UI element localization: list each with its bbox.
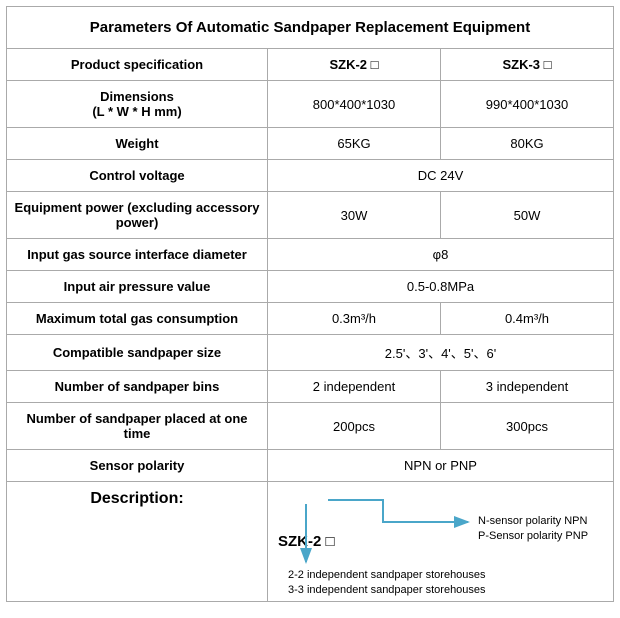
val-gas-consum-a: 0.3m³/h: [268, 303, 441, 335]
val-dimensions-b: 990*400*1030: [440, 81, 613, 128]
desc-label: Description:: [7, 482, 268, 602]
desc-sensor-block: N-sensor polarity NPN P-Sensor polarity …: [478, 514, 588, 544]
row-weight: Weight 65KG 80KG: [7, 128, 614, 160]
label-pcs: Number of sandpaper placed at one time: [7, 403, 268, 450]
val-bins-a: 2 independent: [268, 371, 441, 403]
row-dimensions: Dimensions (L * W * H mm) 800*400*1030 9…: [7, 81, 614, 128]
label-gas-diam: Input gas source interface diameter: [7, 239, 268, 271]
val-pcs-b: 300pcs: [440, 403, 613, 450]
desc-store-2: 2-2 independent sandpaper storehouses: [288, 568, 486, 583]
row-gas-consum: Maximum total gas consumption 0.3m³/h 0.…: [7, 303, 614, 335]
row-sand-size: Compatible sandpaper size 2.5'、3'、4'、5'、…: [7, 335, 614, 371]
row-bins: Number of sandpaper bins 2 independent 3…: [7, 371, 614, 403]
val-weight-a: 65KG: [268, 128, 441, 160]
header-spec: Product specification: [7, 49, 268, 81]
val-gas-consum-b: 0.4m³/h: [440, 303, 613, 335]
desc-model: SZK-2 □: [278, 533, 335, 550]
row-sensor: Sensor polarity NPN or PNP: [7, 450, 614, 482]
title-row: Parameters Of Automatic Sandpaper Replac…: [7, 7, 614, 49]
row-air-press: Input air pressure value 0.5-0.8MPa: [7, 271, 614, 303]
val-air-press: 0.5-0.8MPa: [268, 271, 614, 303]
val-power-b: 50W: [440, 192, 613, 239]
header-model-b: SZK-3 □: [440, 49, 613, 81]
row-gas-diam: Input gas source interface diameter φ8: [7, 239, 614, 271]
label-air-press: Input air pressure value: [7, 271, 268, 303]
desc-store-3: 3-3 independent sandpaper storehouses: [288, 583, 486, 598]
desc-sensor-p: P-Sensor polarity PNP: [478, 529, 588, 544]
row-power: Equipment power (excluding accessory pow…: [7, 192, 614, 239]
header-model-a: SZK-2 □: [268, 49, 441, 81]
desc-sensor-n: N-sensor polarity NPN: [478, 514, 588, 529]
val-weight-b: 80KG: [440, 128, 613, 160]
row-description: Description: SZK-2 □ N-sensor polarity N…: [7, 482, 614, 602]
val-power-a: 30W: [268, 192, 441, 239]
val-pcs-a: 200pcs: [268, 403, 441, 450]
label-power: Equipment power (excluding accessory pow…: [7, 192, 268, 239]
spec-table: Parameters Of Automatic Sandpaper Replac…: [6, 6, 614, 602]
label-weight: Weight: [7, 128, 268, 160]
row-pcs: Number of sandpaper placed at one time 2…: [7, 403, 614, 450]
table-title: Parameters Of Automatic Sandpaper Replac…: [7, 7, 614, 49]
val-gas-diam: φ8: [268, 239, 614, 271]
val-bins-b: 3 independent: [440, 371, 613, 403]
label-sensor: Sensor polarity: [7, 450, 268, 482]
desc-store-block: 2-2 independent sandpaper storehouses 3-…: [288, 568, 486, 598]
header-row: Product specification SZK-2 □ SZK-3 □: [7, 49, 614, 81]
label-voltage: Control voltage: [7, 160, 268, 192]
val-dimensions-a: 800*400*1030: [268, 81, 441, 128]
label-dimensions: Dimensions (L * W * H mm): [7, 81, 268, 128]
val-voltage: DC 24V: [268, 160, 614, 192]
label-bins: Number of sandpaper bins: [7, 371, 268, 403]
val-sand-size: 2.5'、3'、4'、5'、6': [268, 335, 614, 371]
label-sand-size: Compatible sandpaper size: [7, 335, 268, 371]
desc-content: SZK-2 □ N-sensor polarity NPN P-Sensor p…: [268, 482, 614, 602]
label-gas-consum: Maximum total gas consumption: [7, 303, 268, 335]
row-voltage: Control voltage DC 24V: [7, 160, 614, 192]
val-sensor: NPN or PNP: [268, 450, 614, 482]
